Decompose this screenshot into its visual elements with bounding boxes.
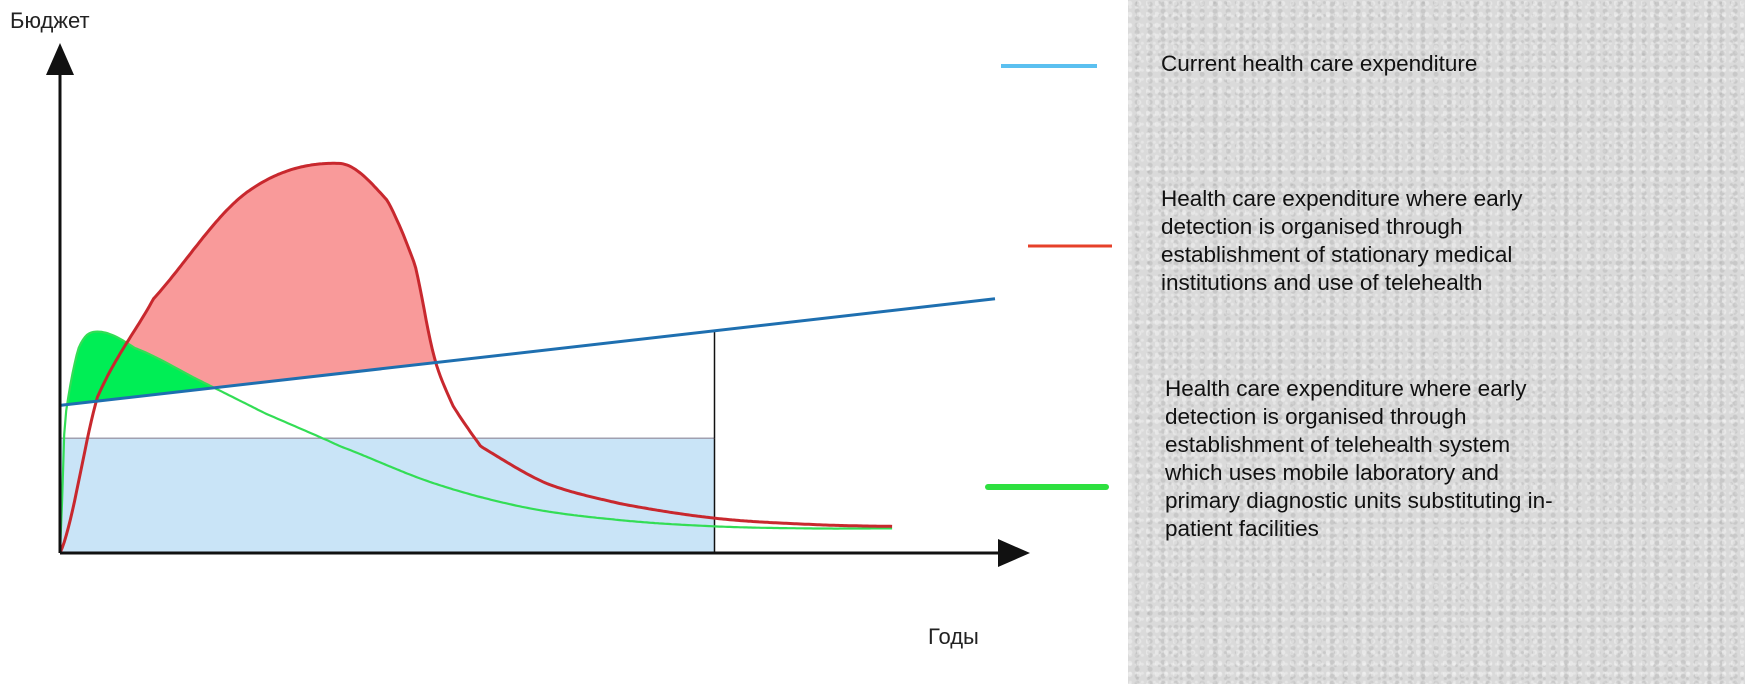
series-line-mobile [58,330,893,554]
legend-panel [1128,0,1745,684]
red-excess-region-0 [97,163,435,402]
x-axis-arrow [998,539,1030,567]
fill-regions [60,163,716,553]
y-axis-arrow [46,43,74,75]
y-axis-label: Бюджет [10,8,90,33]
green-excess-region-0 [68,331,214,405]
legend-label-mobile: Health care expenditure where early dete… [1165,376,1553,541]
axes [46,43,1030,567]
legend-label-current: Current health care expenditure [1161,51,1478,76]
baseline-region [60,438,715,553]
series-line-stationary [58,161,893,554]
legend-swatches [985,64,1112,490]
x-axis-label: Годы [928,624,979,649]
series-line-current [59,297,996,407]
series-lines [58,161,996,554]
legend-label-stationary: Health care expenditure where early dete… [1161,186,1523,295]
